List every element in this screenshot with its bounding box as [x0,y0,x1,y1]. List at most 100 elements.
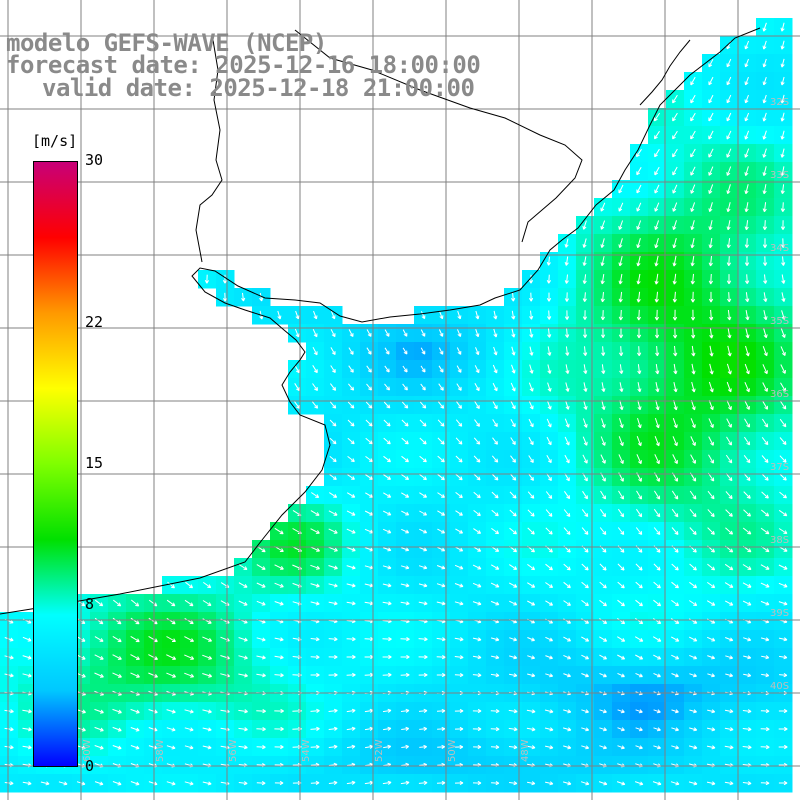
wind-arrow [365,474,374,480]
wind-arrow [419,510,428,516]
wind-arrow [382,528,392,534]
wind-arrow [780,76,785,86]
wind-arrow [94,636,104,642]
wind-arrow [708,58,714,68]
wind-arrow [510,437,516,445]
wind-arrow [600,436,606,446]
wind-arrow [672,112,678,122]
wind-arrow [400,780,410,785]
wind-arrow [130,635,140,643]
wind-arrow [346,708,356,713]
wind-arrow [635,654,644,660]
wind-arrow [689,508,697,518]
wind-arrow [761,673,770,678]
wind-arrow [652,636,662,642]
wind-arrow [563,581,571,589]
wind-arrow [112,708,122,714]
wind-arrow [600,490,606,500]
wind-arrow [779,491,787,499]
wind-arrow [780,220,786,230]
wind-arrow [472,780,482,786]
wind-arrow [760,708,770,714]
wind-arrow [310,637,320,642]
wind-arrow [672,220,677,231]
wind-arrow [599,636,608,642]
wind-arrow [274,601,284,606]
wind-arrow [690,112,696,122]
wind-arrow [473,491,481,499]
wind-arrow [401,547,410,552]
wind-arrow [329,456,337,463]
wind-arrow [347,474,355,480]
wind-arrow [564,238,569,248]
wind-arrow [346,744,356,749]
wind-arrow [474,383,480,392]
wind-arrow [457,329,462,337]
wind-arrow [744,256,750,266]
wind-arrow [401,437,409,445]
latitude-label: 32S [770,97,789,108]
wind-arrow [509,655,518,660]
wind-arrow [599,599,607,607]
wind-arrow [510,292,516,302]
wind-arrow [762,220,768,231]
wind-arrow [166,654,177,660]
colorbar-tick-label: 30 [85,151,104,169]
wind-arrow [689,673,697,678]
wind-arrow [706,636,716,642]
wind-arrow [653,599,662,607]
wind-arrow [725,491,733,500]
wind-arrow [546,292,552,302]
wind-arrow [581,509,589,518]
wind-arrow [310,564,320,570]
wind-arrow [743,473,751,481]
wind-arrow [401,419,409,427]
wind-arrow [671,709,679,714]
wind-arrow [493,310,498,320]
wind-arrow [618,184,624,194]
wind-arrow [725,472,733,482]
wind-arrow [599,509,607,518]
wind-arrow [527,527,535,535]
wind-arrow [490,637,500,642]
wind-arrow [636,454,642,465]
wind-arrow [437,528,446,534]
wind-arrow [346,636,356,642]
wind-arrow [708,256,713,267]
wind-arrow [346,654,356,660]
wind-arrow [707,709,716,714]
wind-arrow [564,274,569,284]
wind-arrow [563,600,571,606]
wind-arrow [508,709,518,714]
wind-arrow [436,780,446,786]
wind-arrow [781,292,786,302]
wind-arrow [581,599,589,607]
wind-arrow [328,672,338,678]
wind-arrow [238,655,248,660]
wind-arrow [436,601,446,606]
wind-arrow [328,636,338,642]
wind-arrow [581,581,589,589]
wind-arrow [509,509,517,517]
wind-arrow [599,709,607,714]
wind-arrow [618,273,623,285]
wind-arrow [582,454,588,464]
wind-arrow [581,709,589,714]
wind-arrow [635,508,643,518]
wind-arrow [672,436,678,447]
wind-arrow [492,382,498,392]
wind-arrow [383,744,392,749]
wind-arrow [274,744,284,750]
coastline-path [0,27,761,615]
longitude-label: 60W [82,739,93,762]
wind-arrow [653,581,661,589]
wind-arrow [744,184,749,195]
wind-arrow [744,58,749,68]
wind-arrow [490,708,500,714]
wind-arrow [112,781,122,786]
wind-arrow [130,654,140,660]
wind-arrow [582,328,588,338]
wind-arrow [256,600,266,606]
wind-arrow [4,637,14,642]
